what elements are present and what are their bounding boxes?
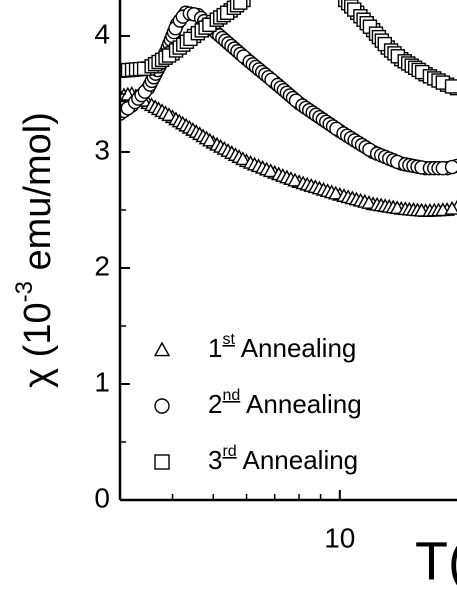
legend-sup: st xyxy=(222,331,235,348)
legend-label: 1st Annealing xyxy=(208,331,356,363)
legend-marker xyxy=(153,341,171,357)
marker-trail xyxy=(361,195,377,209)
legend-marker xyxy=(154,454,170,470)
marker-trail xyxy=(202,132,218,147)
plot-area xyxy=(120,0,457,218)
y-label-sup: -3 xyxy=(11,281,38,302)
y-tick-label: 4 xyxy=(94,18,110,49)
legend-base: 1 xyxy=(208,333,222,363)
marker-trail xyxy=(161,107,177,122)
legend-text: Annealing xyxy=(237,445,358,475)
marker-trail xyxy=(444,200,457,215)
legend-label: 3rd Annealing xyxy=(208,443,358,475)
legend-sup: rd xyxy=(222,443,236,460)
x-tick-label: 10 xyxy=(324,522,355,553)
marker-trail xyxy=(235,151,251,166)
legend-base: 3 xyxy=(208,445,222,475)
y-tick-label: 0 xyxy=(94,482,110,513)
marker-trail xyxy=(287,172,303,187)
legend-sup: nd xyxy=(222,387,240,404)
y-tick-label: 2 xyxy=(94,250,110,281)
legend-base: 2 xyxy=(208,389,222,419)
legend-text: Annealing xyxy=(240,389,361,419)
marker-trail xyxy=(444,79,457,94)
y-axis-label: χ (10-3 emu/mol) xyxy=(11,112,59,388)
legend-marker xyxy=(154,398,170,414)
legend-text: Annealing xyxy=(235,333,356,363)
legend-label: 2nd Annealing xyxy=(208,387,362,419)
x-axis-label: T( xyxy=(415,531,457,591)
marker-trail xyxy=(262,163,279,178)
marker-trail xyxy=(328,185,344,200)
y-label-part: χ (10 xyxy=(17,302,59,387)
y-tick-label: 1 xyxy=(94,366,110,397)
y-tick-label: 3 xyxy=(94,134,110,165)
marker-trail xyxy=(233,0,248,10)
marker-trail xyxy=(444,159,457,175)
y-label-part: emu/mol) xyxy=(17,112,59,281)
